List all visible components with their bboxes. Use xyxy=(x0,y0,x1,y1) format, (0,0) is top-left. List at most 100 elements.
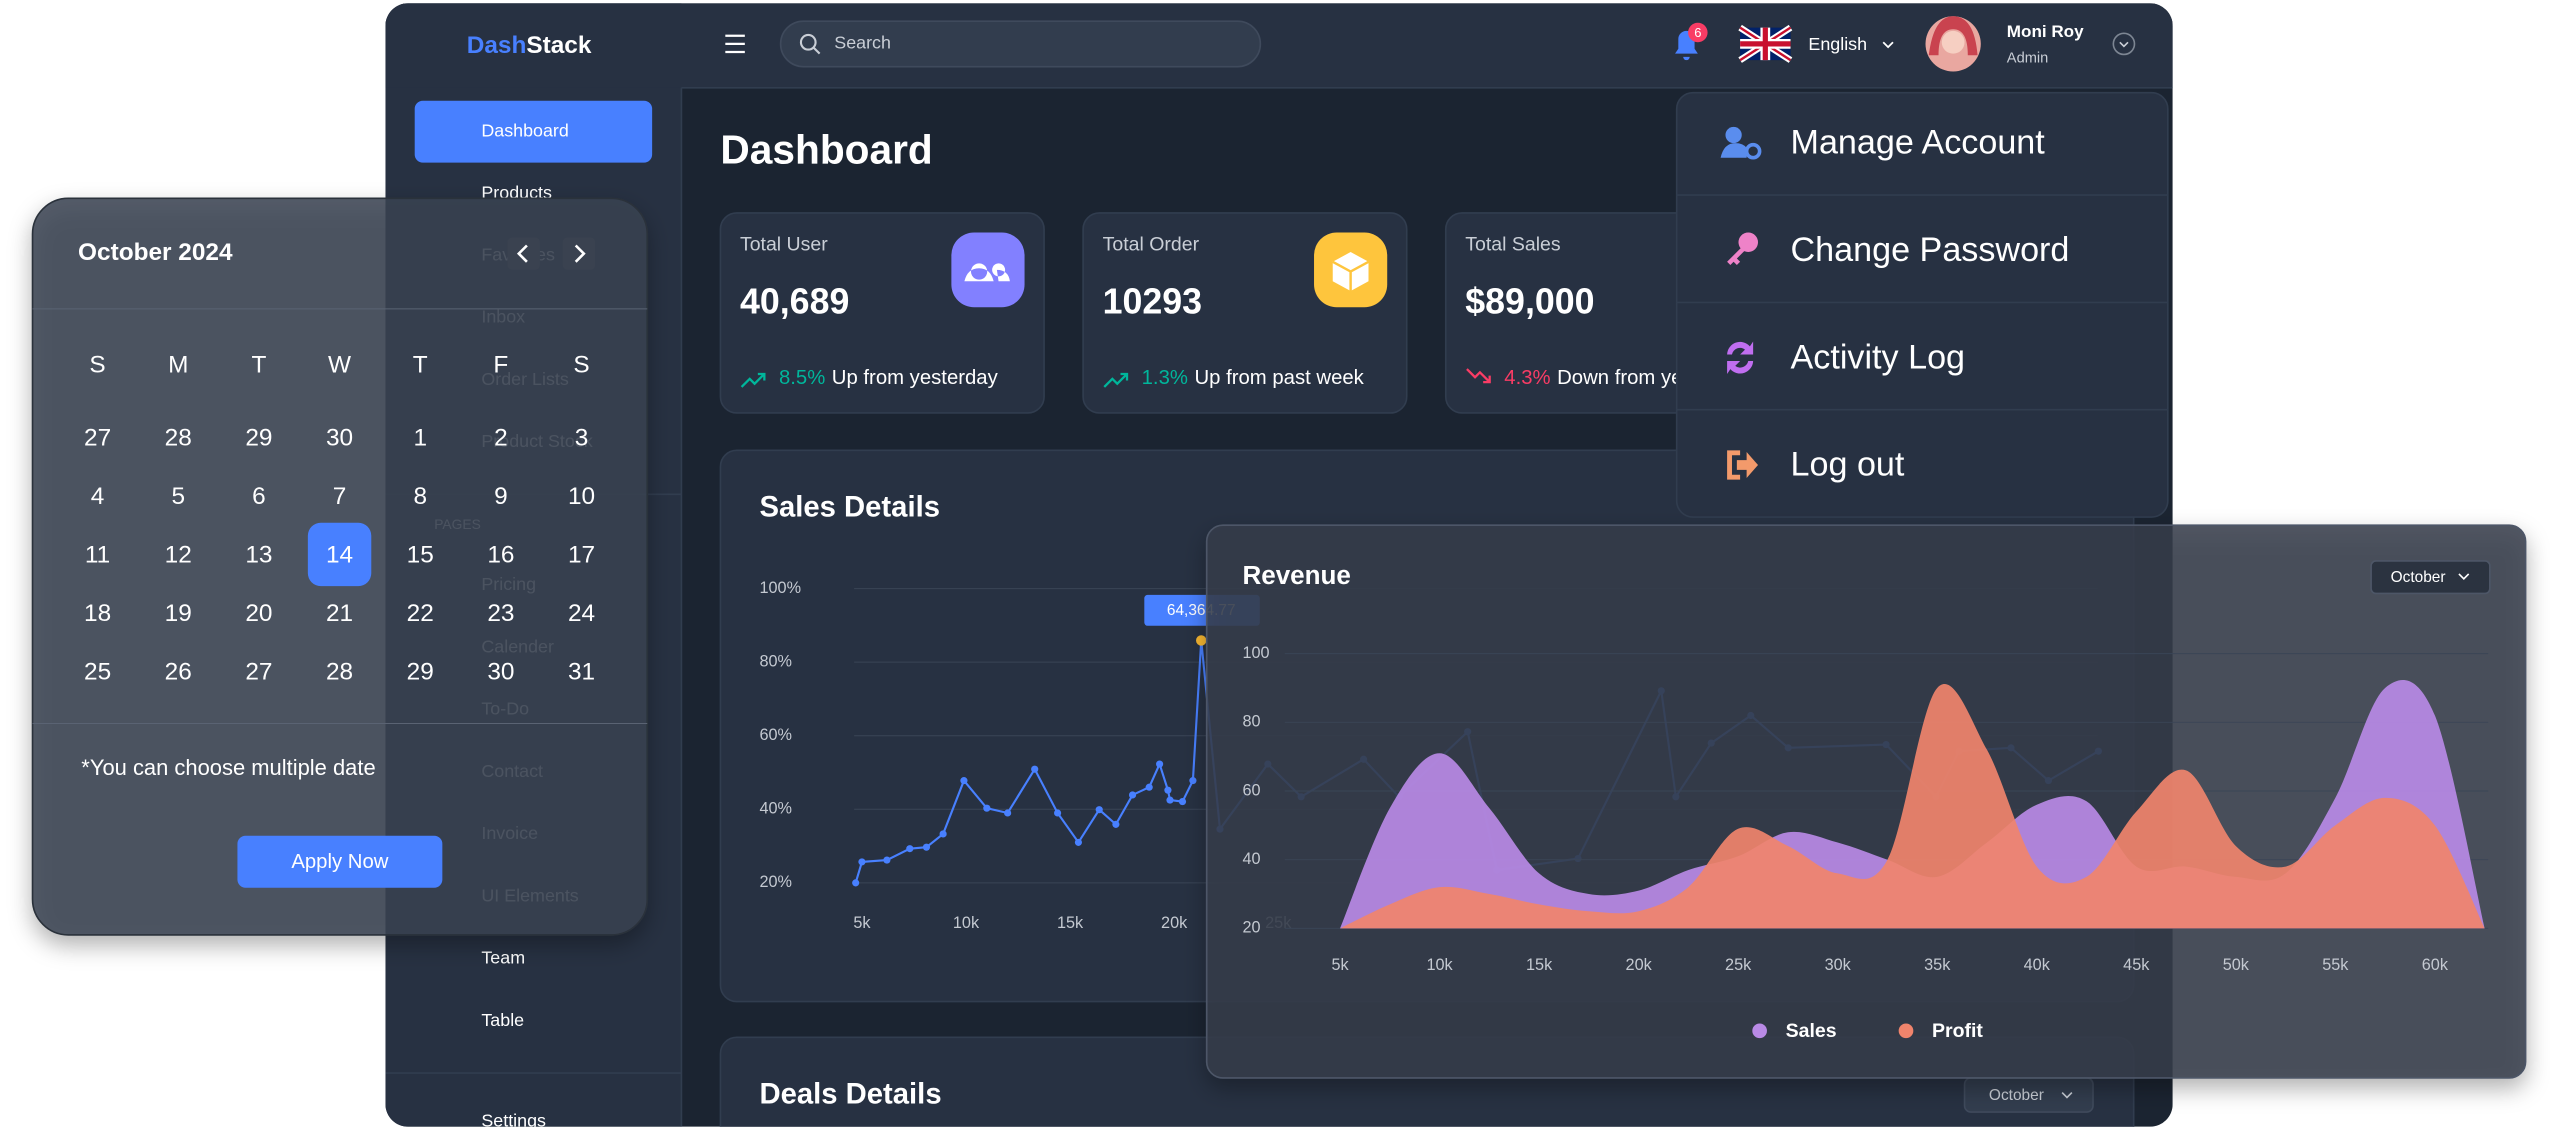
weekday: W xyxy=(328,351,351,378)
day[interactable]: 13 xyxy=(245,541,272,568)
day[interactable]: 21 xyxy=(326,600,353,627)
day[interactable]: 17 xyxy=(568,541,595,568)
x-tick-label: 30k xyxy=(1825,956,1852,974)
prev-month[interactable] xyxy=(507,237,540,270)
language[interactable]: English xyxy=(1808,34,1867,54)
next-month[interactable] xyxy=(562,237,596,270)
x-tick-label: 50k xyxy=(2223,956,2250,974)
x-tick-label: 5k xyxy=(853,914,871,932)
sidebar-item[interactable]: Dashboard xyxy=(481,120,568,140)
legend-swatch xyxy=(1752,1023,1767,1039)
active-item[interactable] xyxy=(414,100,653,163)
avatar[interactable] xyxy=(1925,16,1981,72)
stat-value: $89,000 xyxy=(1465,281,1594,321)
day[interactable]: 5 xyxy=(171,483,185,510)
selected-day[interactable] xyxy=(307,522,372,587)
day[interactable]: 3 xyxy=(575,424,589,451)
change-text: Up from past week xyxy=(1194,367,1364,389)
sidebar-item[interactable]: Settings xyxy=(481,1111,546,1130)
search-box[interactable] xyxy=(779,20,1262,68)
day[interactable]: 4 xyxy=(91,483,105,510)
change-value: 1.3% xyxy=(1142,367,1188,389)
day[interactable]: 26 xyxy=(165,659,192,686)
day[interactable]: 18 xyxy=(84,600,111,627)
day[interactable]: 24 xyxy=(568,600,595,627)
day[interactable]: 12 xyxy=(165,541,192,568)
day[interactable]: 15 xyxy=(407,541,434,568)
prev-month-icon[interactable] xyxy=(516,244,528,263)
menu-item[interactable]: Manage Account xyxy=(1791,124,2046,162)
day[interactable]: 28 xyxy=(165,424,192,451)
area-1 xyxy=(1340,684,2485,929)
y-tick-label: 60 xyxy=(1242,781,1260,799)
day[interactable]: 19 xyxy=(165,600,192,627)
day[interactable]: 25 xyxy=(84,659,111,686)
day[interactable]: 30 xyxy=(326,424,353,451)
apply-button[interactable] xyxy=(237,835,443,888)
language-chevron[interactable] xyxy=(1882,41,1894,49)
data-point xyxy=(960,777,968,785)
day[interactable]: 27 xyxy=(84,424,111,451)
y-tick-label: 80 xyxy=(1242,713,1260,731)
sidebar-item[interactable]: Table xyxy=(481,1010,524,1030)
profile-toggle[interactable] xyxy=(2119,41,2129,48)
data-point xyxy=(1054,809,1062,817)
next-month-icon[interactable] xyxy=(574,244,586,263)
data-point xyxy=(1166,796,1174,804)
apply-button-label[interactable]: Apply Now xyxy=(291,851,388,873)
profile-toggle[interactable] xyxy=(2112,32,2136,56)
x-tick-label: 35k xyxy=(1924,956,1951,974)
panel-title: Deals Details xyxy=(759,1079,941,1111)
filter-label[interactable]: October xyxy=(2391,569,2446,586)
legend-label: Profit xyxy=(1932,1020,1983,1042)
x-tick-label: 15k xyxy=(1526,956,1553,974)
logo[interactable]: DashStack xyxy=(467,33,592,60)
search-icon xyxy=(799,33,817,51)
logo-part[interactable]: Stack xyxy=(526,33,591,60)
trend-icon xyxy=(1466,368,1491,384)
day[interactable]: 30 xyxy=(487,659,514,686)
filter-chevron[interactable] xyxy=(2458,573,2470,580)
day[interactable]: 1 xyxy=(413,424,427,451)
data-point xyxy=(1145,783,1153,791)
day[interactable]: 11 xyxy=(85,541,110,568)
logo-part[interactable]: Dash xyxy=(467,33,527,60)
day[interactable]: 20 xyxy=(245,600,272,627)
day[interactable]: 28 xyxy=(326,659,353,686)
data-point xyxy=(1031,765,1039,773)
data-point xyxy=(1112,820,1120,828)
day[interactable]: 22 xyxy=(407,600,434,627)
data-point xyxy=(852,879,860,887)
day[interactable]: 7 xyxy=(333,483,347,510)
sidebar-item[interactable]: Team xyxy=(481,948,525,968)
x-tick-label: 40k xyxy=(2024,956,2051,974)
y-tick-label: 60% xyxy=(759,726,792,744)
change-value: 4.3% xyxy=(1504,367,1550,389)
day[interactable]: 14 xyxy=(326,541,353,568)
filter-label[interactable]: October xyxy=(1989,1087,2044,1104)
menu-item[interactable]: Change Password xyxy=(1791,231,2070,269)
filter-dropdown[interactable] xyxy=(2370,560,2491,595)
day[interactable]: 9 xyxy=(494,483,508,510)
flag-icon xyxy=(1738,24,1793,63)
filter-chevron[interactable] xyxy=(2061,1092,2073,1099)
menu-item[interactable]: Log out xyxy=(1791,446,1905,484)
day[interactable]: 6 xyxy=(252,483,266,510)
sidebar-item[interactable]: Products xyxy=(481,183,552,203)
day[interactable]: 31 xyxy=(568,659,595,686)
day[interactable]: 29 xyxy=(245,424,272,451)
data-point xyxy=(1095,806,1103,814)
menu-toggle[interactable] xyxy=(725,34,745,54)
day[interactable]: 10 xyxy=(568,483,595,510)
day[interactable]: 29 xyxy=(407,659,434,686)
day[interactable]: 16 xyxy=(487,541,514,568)
menu-icon xyxy=(1720,126,1762,160)
x-tick-label: 10k xyxy=(1426,956,1453,974)
day[interactable]: 27 xyxy=(245,659,272,686)
data-point xyxy=(922,843,931,851)
day[interactable]: 8 xyxy=(413,483,427,510)
menu-item[interactable]: Activity Log xyxy=(1791,338,1966,376)
day[interactable]: 2 xyxy=(494,424,508,451)
account-menu-items: Manage Account Change Password Activity Lo… xyxy=(1676,124,2168,484)
day[interactable]: 23 xyxy=(487,600,514,627)
